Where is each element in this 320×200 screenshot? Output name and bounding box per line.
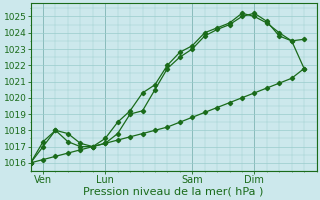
- X-axis label: Pression niveau de la mer( hPa ): Pression niveau de la mer( hPa ): [84, 187, 264, 197]
